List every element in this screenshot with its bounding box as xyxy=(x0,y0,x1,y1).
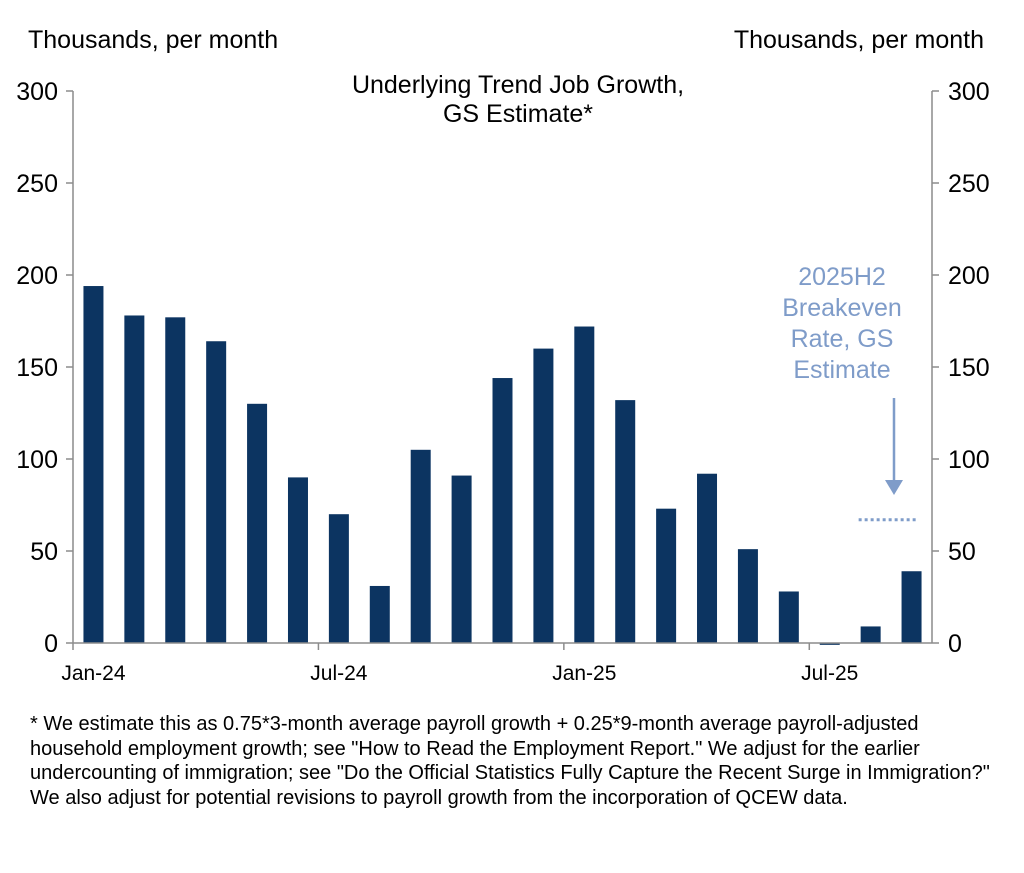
bar xyxy=(410,449,431,643)
bar xyxy=(247,403,268,643)
right-y-tick-label: 150 xyxy=(948,354,990,382)
bar xyxy=(328,514,349,643)
bar xyxy=(124,315,145,643)
bar xyxy=(451,475,472,643)
left-y-tick-label: 300 xyxy=(16,78,58,106)
right-y-tick-label: 0 xyxy=(948,630,962,658)
bar xyxy=(83,286,104,643)
breakeven-annotation-line: Breakeven xyxy=(782,294,902,322)
chart-title-line: Underlying Trend Job Growth, xyxy=(352,71,684,99)
bar xyxy=(615,400,636,643)
right-y-tick-label: 300 xyxy=(948,78,990,106)
left-y-tick-label: 150 xyxy=(16,354,58,382)
right-y-tick-label: 200 xyxy=(948,262,990,290)
x-tick-label: Jul-24 xyxy=(310,662,368,685)
bar xyxy=(533,348,554,643)
bar xyxy=(492,378,513,643)
bar xyxy=(656,508,677,643)
breakeven-annotation-line: Estimate xyxy=(793,356,890,384)
right-y-tick-label: 250 xyxy=(948,170,990,198)
left-y-tick-label: 200 xyxy=(16,262,58,290)
bar xyxy=(206,341,227,643)
left-y-tick-label: 0 xyxy=(44,630,58,658)
left-y-tick-label: 250 xyxy=(16,170,58,198)
bar xyxy=(574,326,595,643)
breakeven-annotation-line: Rate, GS xyxy=(791,325,894,353)
left-axis-unit-label: Thousands, per month xyxy=(28,26,279,54)
chart-title-line: GS Estimate* xyxy=(443,100,593,128)
bar xyxy=(369,585,390,643)
breakeven-arrow-head xyxy=(885,480,903,495)
bar xyxy=(737,549,758,643)
right-axis-unit-label: Thousands, per month xyxy=(733,26,984,54)
footnote: * We estimate this as 0.75*3-month avera… xyxy=(30,713,990,809)
bar xyxy=(860,626,881,643)
bar xyxy=(901,571,922,643)
breakeven-annotation-line: 2025H2 xyxy=(798,263,886,291)
bar xyxy=(819,643,840,645)
x-tick-label: Jan-24 xyxy=(61,662,126,685)
bar xyxy=(287,477,308,643)
bar xyxy=(165,317,186,643)
right-y-tick-label: 100 xyxy=(948,446,990,474)
left-y-tick-label: 50 xyxy=(30,538,58,566)
bar xyxy=(697,473,718,643)
bar-chart: Underlying Trend Job Growth,GS Estimate*… xyxy=(16,71,990,685)
x-tick-label: Jan-25 xyxy=(552,662,616,685)
right-y-tick-label: 50 xyxy=(948,538,976,566)
x-tick-label: Jul-25 xyxy=(801,662,858,685)
bar xyxy=(778,591,799,643)
left-y-tick-label: 100 xyxy=(16,446,58,474)
